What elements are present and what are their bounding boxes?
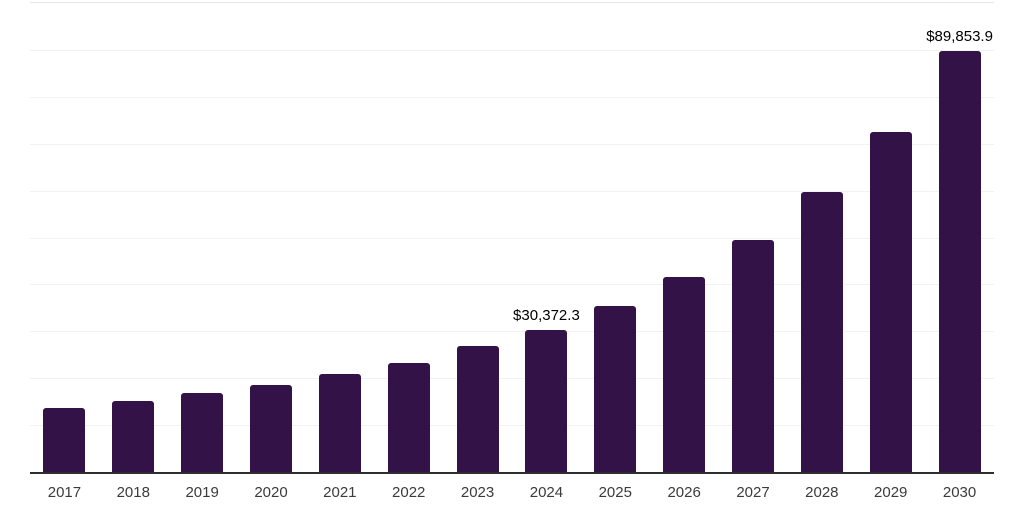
- bar-2017: [43, 407, 86, 472]
- bar-2025: [594, 305, 637, 472]
- gridline: [30, 425, 994, 427]
- x-tick-2020: 2020: [254, 484, 288, 501]
- x-tick-2025: 2025: [598, 484, 632, 501]
- x-tick-2023: 2023: [460, 484, 495, 501]
- value-label-2024: $30,372.3: [513, 306, 580, 324]
- gridline: [30, 331, 994, 333]
- bar-2021: [318, 374, 361, 472]
- x-tick-2017: 2017: [47, 484, 82, 501]
- x-tick-2019: 2019: [185, 484, 219, 501]
- x-tick-2021: 2021: [323, 484, 357, 501]
- x-tick-2018: 2018: [116, 484, 150, 501]
- x-tick-2024: 2024: [529, 484, 564, 501]
- x-tick-2022: 2022: [392, 484, 426, 501]
- value-label-2030: $89,853.9: [926, 27, 993, 45]
- bar-2023: [456, 345, 499, 472]
- gridline: [30, 190, 994, 192]
- x-tick-2030: 2030: [942, 484, 977, 501]
- gridline: [30, 143, 994, 145]
- gridline: [30, 96, 994, 98]
- x-tick-2028: 2028: [805, 484, 839, 501]
- gridline: [30, 49, 994, 51]
- bar-2024: [525, 329, 568, 472]
- x-tick-2029: 2029: [874, 484, 908, 501]
- bar-2020: [250, 385, 292, 472]
- gridline: [30, 378, 994, 380]
- bar-2029: [869, 131, 912, 472]
- plot-area: $30,372.3 $89,853.9: [30, 2, 994, 474]
- bar-2030: [938, 50, 981, 472]
- x-tick-2026: 2026: [667, 484, 701, 501]
- x-axis-tick-labels: 2017 2018 2019 2020 2021 2022 2023 2024 2025 2026…: [30, 484, 994, 504]
- x-tick-2027: 2027: [736, 484, 770, 501]
- bar-2028: [800, 192, 843, 472]
- bar-2022: [387, 362, 430, 472]
- bar-2026: [663, 276, 706, 472]
- bar-2019: [181, 392, 224, 472]
- gridline: [30, 284, 994, 286]
- gridline: [30, 237, 994, 239]
- bar-2018: [112, 400, 155, 472]
- x-axis-line: [30, 472, 994, 474]
- bar-2027: [732, 240, 774, 472]
